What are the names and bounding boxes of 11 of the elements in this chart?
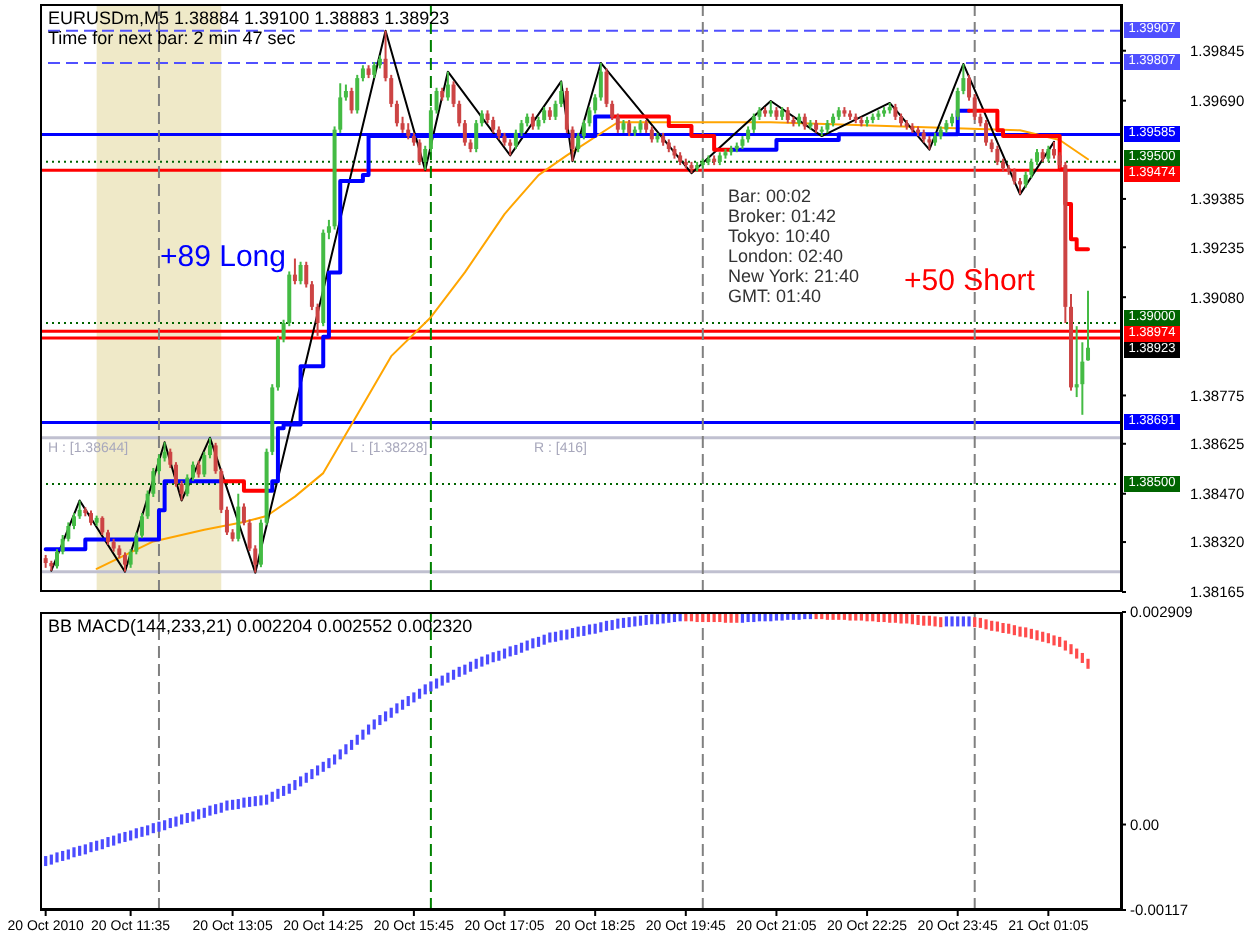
annotation: +50 Short — [904, 264, 1035, 298]
annotation: Broker: 01:42 — [728, 206, 837, 226]
annotation: +89 Long — [160, 240, 286, 274]
chart-title: BB MACD(144,233,21) 0.002204 0.002552 0.002320 — [48, 616, 473, 636]
text: Time for next bar: 2 min 47 sec — [48, 28, 296, 48]
annotation: Tokyo: 10:40 — [728, 226, 831, 246]
annotation: London: 02:40 — [728, 246, 844, 266]
chart-title: EURUSDm,M5 1.38884 1.39100 1.38883 1.38923 — [48, 8, 450, 28]
annotation: Bar: 00:02 — [728, 186, 812, 206]
annotation: GMT: 01:40 — [728, 286, 822, 306]
annotation: New York: 21:40 — [728, 266, 860, 286]
